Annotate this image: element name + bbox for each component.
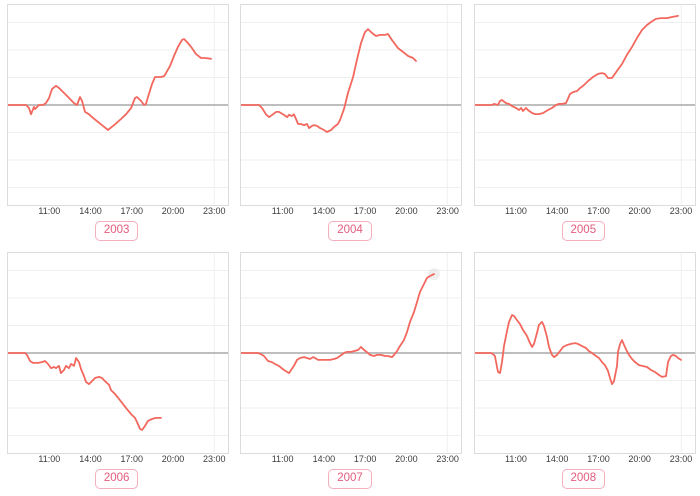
x-tick-label: 23:00 [669, 454, 693, 464]
chart-panel-2006: 11:00 14:00 17:00 20:00 23:00 2006 [0, 248, 233, 496]
chart-panel-2003: 11:00 14:00 17:00 20:00 23:00 2003 [0, 0, 233, 248]
x-tick-label: 17:00 [120, 454, 144, 464]
year-label-row: 2003 [0, 220, 233, 241]
year-chip-2003[interactable]: 2003 [94, 221, 139, 241]
series-line [241, 28, 418, 133]
x-tick-label: 14:00 [545, 206, 569, 216]
line-chart-2006[interactable] [8, 253, 228, 453]
x-tick-label: 23:00 [203, 206, 226, 216]
x-axis-2007: 11:00 14:00 17:00 20:00 23:00 [241, 454, 461, 466]
year-label-row: 2008 [467, 468, 700, 489]
plot-area-2004 [240, 4, 463, 206]
x-axis-2004: 11:00 14:00 17:00 20:00 23:00 [241, 206, 461, 218]
x-tick-label: 14:00 [312, 206, 336, 216]
x-axis-2006: 11:00 14:00 17:00 20:00 23:00 [8, 454, 228, 466]
x-tick-label: 20:00 [395, 454, 418, 464]
x-tick-label: 14:00 [312, 454, 336, 464]
year-chip-2006[interactable]: 2006 [94, 469, 139, 489]
year-label-row: 2006 [0, 468, 233, 489]
line-chart-2003[interactable] [8, 5, 228, 205]
x-tick-label: 17:00 [587, 206, 610, 216]
x-tick-label: 20:00 [161, 454, 185, 464]
plot-area-2003 [7, 4, 229, 206]
x-tick-label: 20:00 [161, 206, 185, 216]
x-tick-label: 20:00 [628, 454, 651, 464]
series-line [8, 38, 212, 131]
series-line [474, 15, 679, 115]
chart-panel-2008: 11:00 14:00 17:00 20:00 23:00 2008 [467, 248, 700, 496]
x-tick-label: 17:00 [587, 454, 610, 464]
line-chart-2004[interactable] [241, 5, 462, 205]
x-tick-label: 23:00 [436, 206, 459, 216]
x-tick-label: 11:00 [505, 206, 527, 216]
plot-area-2006 [7, 252, 229, 454]
series-line [474, 314, 682, 385]
x-tick-label: 11:00 [271, 206, 294, 216]
x-tick-label: 20:00 [628, 206, 651, 216]
x-tick-label: 14:00 [79, 206, 102, 216]
chart-panel-2007: 11:00 14:00 17:00 20:00 23:00 2007 [233, 248, 466, 496]
x-tick-label: 11:00 [38, 454, 61, 464]
x-tick-label: 11:00 [38, 206, 61, 216]
series-line [8, 352, 162, 431]
year-label-row: 2004 [233, 220, 466, 241]
x-tick-label: 23:00 [203, 454, 226, 464]
plot-area-2005 [473, 4, 696, 206]
x-tick-label: 23:00 [669, 206, 693, 216]
x-tick-label: 11:00 [505, 454, 527, 464]
x-axis-2008: 11:00 14:00 17:00 20:00 23:00 [475, 454, 695, 466]
x-axis-2005: 11:00 14:00 17:00 20:00 23:00 [475, 206, 695, 218]
year-chip-2005[interactable]: 2005 [561, 221, 606, 241]
x-tick-label: 17:00 [120, 206, 144, 216]
year-chip-2004[interactable]: 2004 [328, 221, 372, 241]
chart-panel-2004: 11:00 14:00 17:00 20:00 23:00 2004 [233, 0, 466, 248]
series-line [241, 273, 436, 374]
x-tick-label: 23:00 [436, 454, 459, 464]
chart-panel-2005: 11:00 14:00 17:00 20:00 23:00 2005 [467, 0, 700, 248]
year-chip-2007[interactable]: 2007 [328, 469, 372, 489]
year-label-row: 2005 [467, 220, 700, 241]
year-chip-2008[interactable]: 2008 [561, 469, 606, 489]
year-label-row: 2007 [233, 468, 466, 489]
x-axis-2003: 11:00 14:00 17:00 20:00 23:00 [8, 206, 228, 218]
line-chart-2008[interactable] [474, 253, 695, 453]
line-chart-2007[interactable] [241, 253, 462, 453]
x-tick-label: 11:00 [271, 454, 294, 464]
plot-area-2008 [473, 252, 696, 454]
x-tick-label: 14:00 [545, 454, 569, 464]
x-tick-label: 17:00 [353, 206, 377, 216]
x-tick-label: 17:00 [353, 454, 377, 464]
x-tick-label: 14:00 [79, 454, 102, 464]
x-tick-label: 20:00 [395, 206, 418, 216]
plot-area-2007 [240, 252, 463, 454]
line-chart-2005[interactable] [474, 5, 695, 205]
